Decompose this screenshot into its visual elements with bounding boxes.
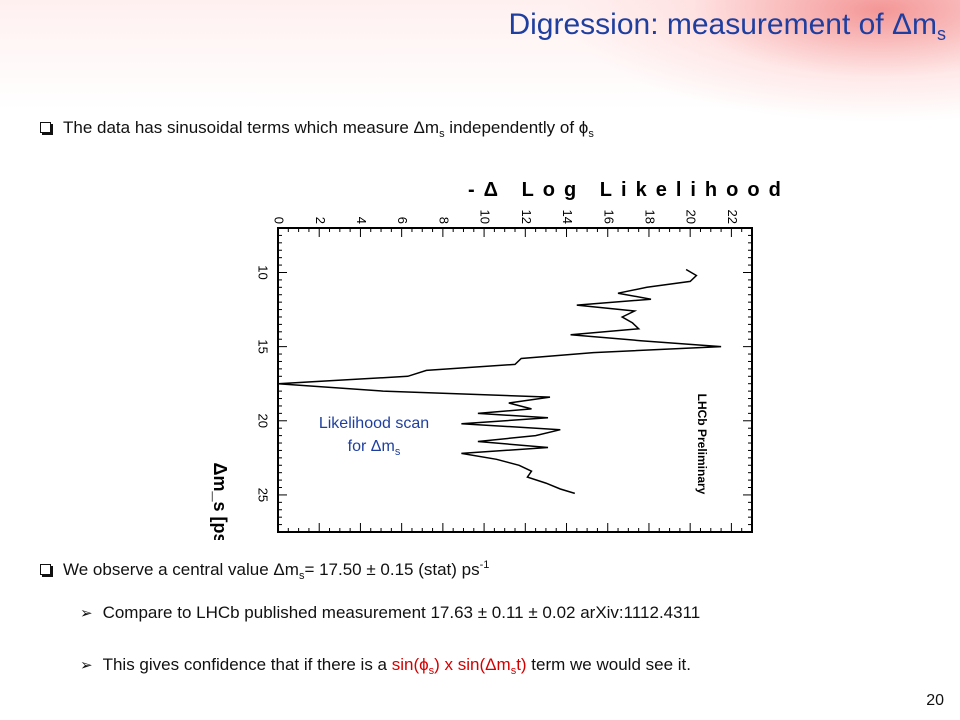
- bullet-compare-lhcb: ➢ Compare to LHCb published measurement 1…: [80, 603, 701, 622]
- likelihood-scan-caption: Likelihood scan for Δms: [288, 410, 460, 470]
- plot-xlabel: Δm_s [ps-1]: [210, 463, 230, 540]
- plot-title: -Δ Log Likelihood: [468, 179, 782, 201]
- bullet-sinusoidal-terms: The data has sinusoidal terms which meas…: [40, 118, 594, 140]
- x-tick-label: 10: [256, 265, 271, 279]
- y-tick-label: 10: [478, 210, 493, 224]
- likelihood-scan-plot: 0 2 4 6 8 10 12 14 16 18 20 22 10 15 20 25 -Δ Log Likel…: [178, 176, 782, 540]
- y-tick-label: 8: [436, 217, 451, 224]
- y-tick-label: 16: [601, 210, 616, 224]
- arrow-bullet-icon: ➢: [80, 657, 93, 674]
- y-tick-label: 22: [725, 210, 740, 224]
- y-tick-label: 2: [313, 217, 328, 224]
- likelihood-curve: [277, 268, 722, 495]
- y-tick-label: 6: [395, 217, 410, 224]
- x-tick-label: 20: [256, 414, 271, 428]
- y-tick-label: 4: [354, 217, 369, 224]
- y-tick-label: 18: [643, 210, 658, 224]
- y-tick-label: 12: [519, 210, 534, 224]
- arrow-bullet-icon: ➢: [80, 605, 93, 622]
- bullet-confidence: ➢ This gives confidence that if there is …: [80, 655, 691, 677]
- slide-title: Digression: measurement of Δms: [508, 8, 946, 44]
- y-tick-label: 20: [684, 210, 699, 224]
- page-number: 20: [926, 692, 944, 709]
- square-bullet-icon: [40, 122, 51, 133]
- bullet-central-value: We observe a central value Δms= 17.50 ± …: [40, 559, 489, 582]
- y-tick-label: 14: [560, 210, 575, 224]
- lhcb-preliminary-label: LHCb Preliminary: [695, 394, 709, 495]
- square-bullet-icon: [40, 564, 51, 575]
- y-tick-label: 0: [272, 217, 287, 224]
- x-tick-label: 15: [256, 339, 271, 353]
- x-tick-label: 25: [256, 488, 271, 502]
